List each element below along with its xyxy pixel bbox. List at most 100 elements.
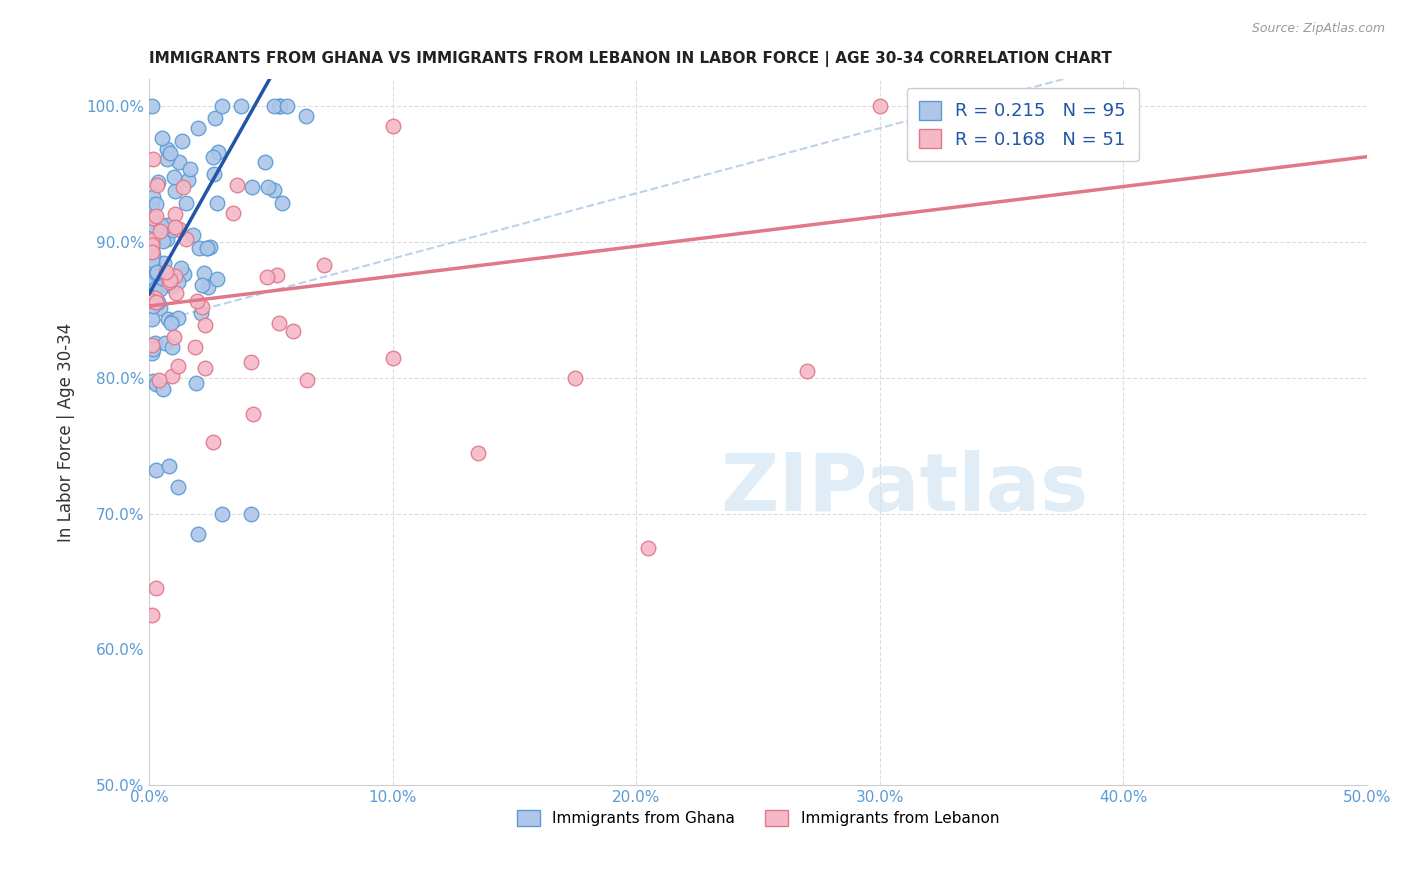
- Point: [207, 272, 229, 286]
- Point: [159, 145, 181, 160]
- Point: [156, 152, 179, 166]
- Point: [170, 261, 193, 276]
- Point: [145, 178, 167, 193]
- Point: [187, 241, 209, 255]
- Point: [146, 265, 169, 279]
- Point: [149, 301, 172, 315]
- Point: [193, 360, 215, 375]
- Point: [240, 354, 263, 368]
- Point: [201, 434, 224, 449]
- Point: [174, 195, 197, 210]
- Point: [142, 218, 165, 232]
- Point: [142, 248, 165, 262]
- Point: [148, 175, 170, 189]
- Point: [170, 134, 193, 148]
- Text: Source: ZipAtlas.com: Source: ZipAtlas.com: [1251, 22, 1385, 36]
- Point: [152, 234, 174, 248]
- Point: [174, 232, 197, 246]
- Text: IMMIGRANTS FROM GHANA VS IMMIGRANTS FROM LEBANON IN LABOR FORCE | AGE 30-34 CORR: IMMIGRANTS FROM GHANA VS IMMIGRANTS FROM…: [149, 51, 1112, 67]
- Point: [165, 268, 187, 283]
- Point: [143, 336, 166, 351]
- Point: [141, 233, 163, 247]
- Point: [381, 351, 404, 365]
- Point: [257, 180, 280, 194]
- Point: [156, 312, 179, 326]
- Point: [173, 267, 195, 281]
- Point: [156, 277, 179, 291]
- Point: [193, 266, 215, 280]
- Point: [240, 507, 263, 521]
- Point: [163, 184, 186, 198]
- Point: [186, 294, 208, 309]
- Point: [467, 445, 489, 459]
- Point: [157, 276, 180, 290]
- Point: [150, 131, 173, 145]
- Point: [194, 318, 217, 332]
- Point: [184, 376, 207, 390]
- Point: [163, 330, 186, 344]
- Point: [166, 359, 188, 373]
- Point: [148, 373, 170, 387]
- Point: [205, 196, 228, 211]
- Point: [267, 99, 290, 113]
- Point: [141, 244, 163, 259]
- Point: [314, 258, 336, 272]
- Point: [163, 207, 186, 221]
- Point: [145, 209, 167, 223]
- Point: [165, 285, 187, 300]
- Point: [195, 241, 218, 255]
- Point: [637, 541, 659, 555]
- Point: [207, 145, 229, 160]
- Point: [263, 99, 285, 113]
- Point: [197, 280, 219, 294]
- Point: [204, 111, 226, 125]
- Point: [160, 278, 183, 293]
- Point: [263, 183, 285, 197]
- Point: [283, 324, 305, 338]
- Point: [191, 278, 214, 293]
- Point: [152, 383, 174, 397]
- Point: [253, 155, 276, 169]
- Point: [242, 180, 264, 194]
- Point: [172, 180, 194, 194]
- Point: [195, 241, 218, 255]
- Point: [141, 288, 163, 302]
- Point: [141, 294, 163, 309]
- Point: [141, 244, 163, 258]
- Point: [229, 99, 252, 113]
- Point: [167, 310, 190, 325]
- Point: [141, 244, 163, 258]
- Point: [141, 312, 163, 326]
- Point: [198, 240, 221, 254]
- Point: [145, 197, 167, 211]
- Point: [226, 178, 249, 193]
- Text: ZIPatlas: ZIPatlas: [720, 450, 1088, 528]
- Point: [146, 294, 169, 309]
- Point: [142, 190, 165, 204]
- Point: [177, 173, 200, 187]
- Point: [160, 314, 183, 328]
- Point: [167, 479, 190, 493]
- Point: [211, 507, 233, 521]
- Point: [143, 292, 166, 306]
- Point: [181, 227, 204, 242]
- Point: [141, 256, 163, 270]
- Point: [141, 274, 163, 288]
- Point: [142, 153, 165, 167]
- Point: [187, 121, 209, 136]
- Point: [141, 235, 163, 250]
- Point: [187, 527, 209, 541]
- Point: [149, 282, 172, 296]
- Point: [271, 196, 294, 211]
- Point: [145, 281, 167, 295]
- Point: [796, 364, 818, 378]
- Point: [222, 206, 245, 220]
- Point: [141, 346, 163, 360]
- Point: [160, 369, 183, 384]
- Point: [157, 459, 180, 474]
- Point: [152, 271, 174, 285]
- Point: [155, 265, 177, 279]
- Point: [160, 340, 183, 354]
- Point: [190, 306, 212, 320]
- Point: [276, 99, 298, 113]
